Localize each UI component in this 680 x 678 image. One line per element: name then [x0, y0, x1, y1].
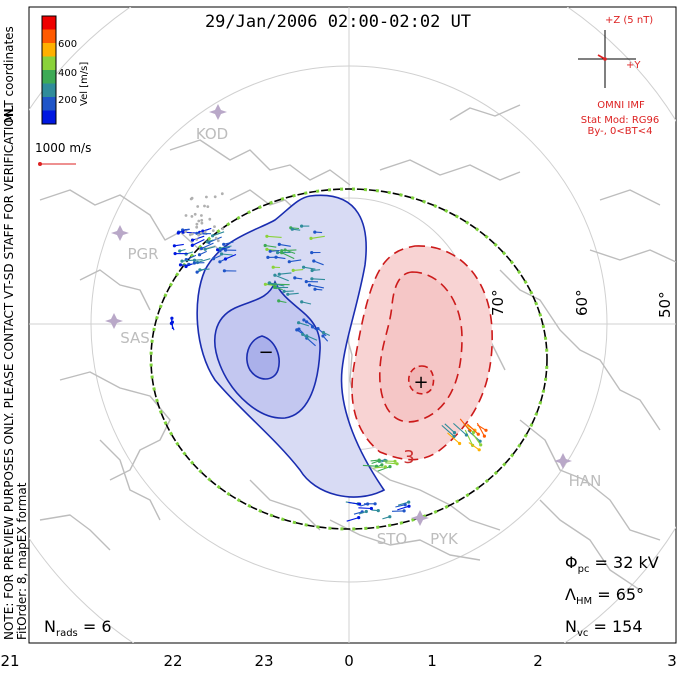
colorbar-tick-600: 600	[58, 39, 77, 50]
stat-n-rads: Nrads = 6	[44, 617, 112, 639]
mlt-axis: 21 22 23 0 1 2 3	[0, 652, 676, 670]
colorbar-swatch	[42, 57, 56, 71]
grey-point	[196, 223, 199, 226]
imf-source: OMNI IMF	[597, 100, 645, 111]
negative-cell-symbol: −	[258, 342, 273, 363]
plot-border	[29, 7, 676, 643]
grey-point	[200, 214, 203, 217]
grey-point	[206, 205, 209, 208]
svg-text:SAS: SAS	[120, 329, 150, 347]
colorbar-tick-400: 400	[58, 68, 77, 79]
svg-text:STO: STO	[377, 530, 408, 548]
grey-point	[191, 233, 194, 236]
grey-point	[215, 237, 218, 240]
mlt-label-1: 1	[427, 652, 437, 670]
positive-cell-symbol: +	[413, 372, 428, 393]
velocity-vector	[315, 232, 322, 233]
grey-point	[185, 214, 188, 217]
grey-point	[200, 219, 203, 222]
reference-vector-label: 1000 m/s	[35, 141, 91, 155]
grey-point	[208, 218, 211, 221]
grey-point	[204, 231, 207, 234]
imf-condition: By-, 0<BT<4	[587, 126, 652, 137]
grey-point	[203, 205, 206, 208]
velocity-colorbar	[42, 16, 56, 124]
grey-point	[213, 225, 216, 228]
colorbar-swatch	[42, 84, 56, 98]
stat-n-vc: Nvc = 154	[565, 617, 643, 639]
preview-note: NOTE: FOR PREVIEW PURPOSES ONLY. PLEASE …	[2, 104, 16, 640]
svg-text:Nvc = 154: Nvc = 154	[565, 617, 643, 639]
svg-text:PYK: PYK	[430, 530, 459, 548]
grey-point	[195, 238, 198, 241]
grey-point	[205, 196, 208, 199]
latitude-label-50: 50°	[656, 291, 674, 318]
velocity-vector	[372, 510, 379, 511]
imf-z-label: +Z (5 nT)	[605, 15, 653, 26]
grey-point	[191, 215, 194, 218]
colorbar-swatch	[42, 97, 56, 111]
mlt-label-0: 0	[344, 652, 354, 670]
contour-label: 3	[403, 447, 414, 468]
svg-text:KOD: KOD	[196, 125, 228, 143]
mlt-label-22: 22	[163, 652, 182, 670]
colorbar-swatch	[42, 16, 56, 30]
imf-y-label: +Y	[626, 60, 641, 71]
mlt-label-21: 21	[0, 652, 19, 670]
grey-point	[197, 234, 200, 237]
colorbar-swatch	[42, 43, 56, 57]
grey-point	[191, 197, 194, 200]
grey-point	[195, 226, 198, 229]
grey-point	[197, 220, 200, 223]
grey-point	[201, 222, 204, 225]
grey-point	[196, 205, 199, 208]
colorbar-tick-200: 200	[58, 95, 77, 106]
mlt-label-23: 23	[254, 652, 273, 670]
imf-model: Stat Mod: RG96	[581, 115, 660, 126]
fit-order-note: FitOrder: 8, mapEX format	[15, 482, 29, 640]
grey-point	[212, 229, 215, 232]
mlt-label-3: 3	[667, 652, 677, 670]
grey-point	[221, 192, 224, 195]
svg-text:Nrads = 6: Nrads = 6	[44, 617, 112, 639]
grey-point	[194, 213, 197, 216]
station-pyk: PYK	[430, 530, 459, 548]
grey-point	[217, 239, 220, 242]
latitude-label-60: 60°	[573, 289, 591, 316]
grey-point	[214, 195, 217, 198]
colorbar-swatch	[42, 111, 56, 125]
map-title: 29/Jan/2006 02:00-02:02 UT	[205, 12, 471, 32]
colorbar-swatch	[42, 30, 56, 44]
velocity-vector	[358, 508, 371, 509]
latitude-label-70: 70°	[489, 289, 507, 316]
grey-point	[184, 230, 187, 233]
svg-text:PGR: PGR	[127, 245, 158, 263]
velocity-vector	[195, 260, 203, 261]
grey-point	[200, 232, 203, 235]
mlt-label-2: 2	[533, 652, 543, 670]
colorbar-label: Vel [m/s]	[79, 62, 90, 106]
grey-point	[221, 227, 224, 230]
velocity-vector	[315, 289, 322, 290]
svg-text:HAN: HAN	[569, 472, 602, 490]
colorbar-swatch	[42, 70, 56, 84]
